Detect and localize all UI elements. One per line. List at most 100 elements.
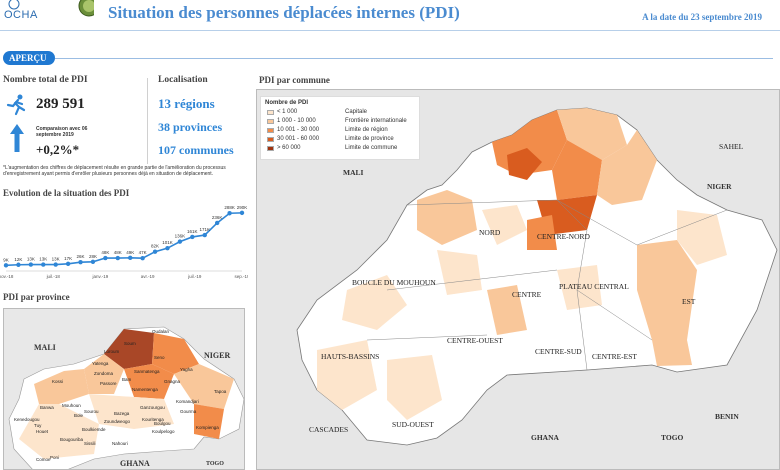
country-niger: NIGER — [707, 182, 732, 191]
province-label: Nahouri — [112, 441, 128, 446]
region-label: CENTRE-NORD — [537, 232, 590, 241]
province-label: Passore — [100, 381, 117, 386]
region-label: HAUTS-BASSINS — [321, 352, 380, 361]
government-emblem-icon — [78, 0, 94, 17]
trend-point — [65, 261, 71, 267]
province-label: Gnagna — [164, 379, 181, 384]
country-mali: MALI — [343, 168, 364, 177]
legend-label: 10 001 - 30 000 — [277, 127, 320, 133]
report-date: A la date du 23 septembre 2019 — [642, 12, 762, 22]
trend-point — [41, 262, 46, 267]
trend-data-label: 136K — [175, 234, 186, 239]
province-label: Kossi — [52, 379, 64, 384]
province-label: Koulpelogo — [152, 429, 175, 434]
legend-swatch — [267, 128, 274, 133]
page-title: Situation des personnes déplacées intern… — [108, 3, 460, 22]
province-label: Bam — [122, 377, 132, 382]
trend-data-label: 82K — [151, 244, 159, 249]
province-label: Kouritenga — [142, 417, 164, 422]
trend-data-label: 161K — [187, 229, 198, 234]
legend-symbol-label: Capitale — [345, 109, 368, 115]
trend-data-label: 288K — [224, 205, 235, 210]
trend-point — [165, 245, 170, 251]
province-label: Tuy — [34, 423, 42, 428]
trend-x-tick: avr.-19 — [141, 274, 155, 279]
province-label: Tapoa — [214, 389, 227, 394]
province-label: Namentenga — [132, 387, 158, 392]
region-label: EST — [682, 297, 696, 306]
trend-chart: 9K 12K 13K 13K 13K 17K 26K 28K 48K 48K 49K 47K 82K10… — [0, 205, 248, 279]
trend-x-tick: juil.-18 — [46, 274, 61, 279]
province-label: Kompienga — [196, 425, 219, 430]
country-benin: BENIN — [715, 412, 739, 421]
trend-point — [78, 259, 83, 265]
province-label: Bazega — [114, 411, 130, 416]
trend-data-label: 17K — [64, 256, 72, 261]
running-person-icon — [6, 94, 26, 116]
trend-point — [190, 234, 195, 240]
trend-data-label: 101K — [162, 240, 173, 245]
trend-x-tick: juil.-19 — [187, 274, 202, 279]
trend-point — [53, 262, 58, 267]
trend-data-label: 47K — [139, 250, 147, 255]
trend-data-label: 28K — [89, 254, 97, 259]
province-label: Sanmatenga — [134, 369, 160, 374]
apercu-divider — [55, 58, 773, 59]
total-idp-label: Nombre total de PDI — [3, 75, 88, 85]
trend-data-label: 13K — [27, 257, 35, 262]
trend-data-label: 48K — [101, 250, 109, 255]
legend-swatch — [267, 146, 274, 151]
region-label: PLATEAU CENTRAL — [559, 282, 629, 291]
trend-data-label: 48K — [114, 250, 122, 255]
legend-symbol-label: Limite de commune — [345, 145, 398, 151]
ocha-logo-icon — [8, 0, 20, 10]
province-label: Bole — [74, 413, 84, 418]
province-label: Komandjari — [176, 399, 199, 404]
legend-label: > 60 000 — [277, 145, 301, 151]
trend-x-tick: nov.-18 — [0, 274, 14, 279]
provinces-count: 38 provinces — [158, 120, 223, 134]
trend-data-label: 26K — [77, 254, 85, 259]
trend-point — [202, 232, 207, 238]
trend-data-label: 290K — [237, 205, 248, 210]
apercu-tab: APERÇU — [3, 51, 55, 65]
trend-point — [214, 220, 220, 226]
trend-data-label: 13K — [52, 257, 60, 262]
legend-symbol-label: Limite de province — [345, 136, 394, 142]
trend-data-label: 12K — [14, 257, 22, 262]
header-divider — [0, 30, 780, 31]
trend-x-tick: janv.-19 — [92, 274, 109, 279]
province-label: Oudalan — [152, 329, 170, 334]
localisation-label: Localisation — [158, 75, 208, 85]
country-ghana: GHANA — [531, 433, 559, 442]
trend-point — [103, 255, 108, 261]
province-label: Boulkiemde — [82, 427, 106, 432]
region-label: CENTRE — [512, 290, 542, 299]
province-country-mali: MALI — [34, 343, 56, 352]
region-label: CENTRE-SUD — [535, 347, 582, 356]
legend-label: 30 001 - 60 000 — [277, 136, 320, 142]
regions-count: 13 régions — [158, 96, 215, 111]
trend-point — [177, 239, 183, 244]
province-label: Sissili — [84, 441, 96, 446]
province-label: Poni — [50, 455, 60, 460]
province-country-togo: TOGO — [206, 461, 224, 467]
legend-label: < 1 000 — [277, 109, 298, 115]
province-label: Loroum — [104, 349, 120, 354]
trend-point — [16, 262, 21, 267]
trend-data-label: 171K — [199, 227, 210, 232]
province-map: MALI NIGER GHANA TOGO Soum Oudalan Loroum S… — [3, 308, 245, 470]
region-label: SAHEL — [719, 142, 744, 151]
province-label: Yagha — [180, 367, 193, 372]
legend-symbol-label: Frontière internationale — [345, 118, 407, 124]
legend: Nombre de PDI < 1 000 1 000 - 10 000 10 00… — [260, 96, 420, 160]
legend-swatch — [267, 137, 274, 142]
province-label: Seno — [154, 355, 165, 360]
province-label: Soum — [124, 341, 136, 346]
province-label: Comoe — [36, 457, 51, 462]
region-label: CENTRE-EST — [592, 352, 637, 361]
comparison-label: Comparaison avec 06 septembre 2019 — [36, 126, 88, 138]
trend-point — [227, 211, 232, 216]
province-map-title: PDI par province — [3, 292, 70, 302]
trend-title: Evolution de la situation des PDI — [3, 188, 130, 198]
